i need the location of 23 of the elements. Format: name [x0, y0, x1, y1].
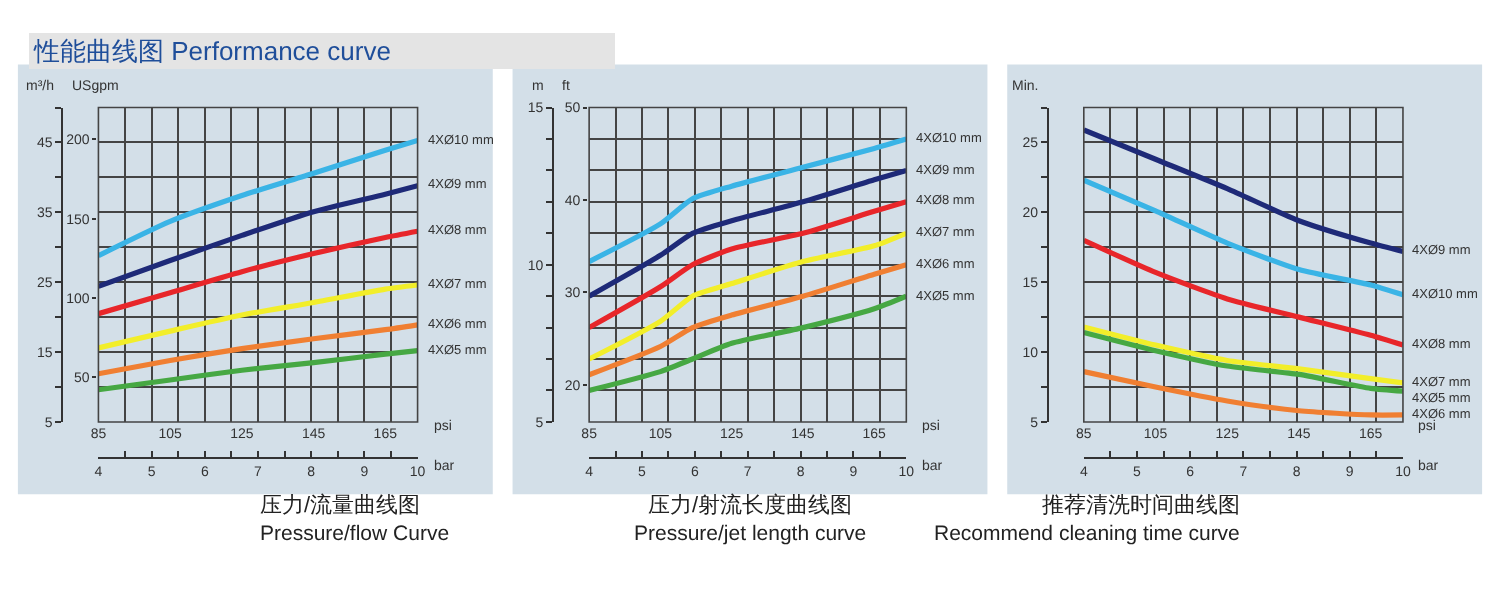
line-series: [589, 230, 907, 362]
text: 压力/流量曲线图: [260, 492, 421, 518]
line-series: [1083, 127, 1403, 255]
text: Pressure/jet length curve: [634, 522, 867, 546]
line-series: [1083, 369, 1403, 418]
line-series: [1083, 177, 1403, 298]
line-series: [98, 282, 418, 351]
line-series: [589, 167, 907, 299]
line-series: [589, 199, 907, 331]
line-series: [1083, 237, 1403, 348]
line-series: [98, 348, 418, 393]
line-series: [589, 293, 907, 394]
line-series: [98, 322, 418, 377]
text: 推荐清洗时间曲线图: [1042, 492, 1240, 518]
text: 性能曲线图 Performance curve: [32, 36, 391, 66]
line-series: [98, 137, 418, 259]
text: Pressure/flow Curve: [260, 522, 450, 546]
text: 压力/射流长度曲线图: [648, 492, 853, 518]
text: Recommend cleaning time curve: [934, 522, 1241, 546]
line-series: [98, 183, 418, 289]
line-series: [98, 228, 418, 317]
line-series: [589, 262, 907, 378]
line-series: [589, 136, 907, 265]
